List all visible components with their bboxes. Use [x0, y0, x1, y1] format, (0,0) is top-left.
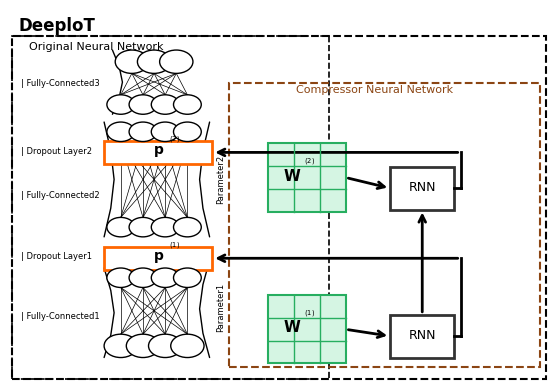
Circle shape [129, 218, 157, 237]
Text: Parameter1: Parameter1 [217, 283, 225, 332]
Text: Original Neural Network: Original Neural Network [29, 42, 163, 52]
Circle shape [160, 50, 193, 73]
Bar [390, 315, 454, 358]
Bar [268, 295, 345, 363]
Bar [104, 141, 213, 164]
Text: $\mathbf{W}$: $\mathbf{W}$ [282, 319, 301, 335]
Circle shape [115, 50, 148, 73]
Circle shape [151, 122, 179, 142]
Text: DeeploT: DeeploT [18, 17, 95, 35]
Circle shape [151, 268, 179, 287]
Circle shape [171, 334, 204, 358]
Text: $\mathbf{W}$: $\mathbf{W}$ [282, 168, 301, 184]
Bar [229, 83, 540, 367]
Bar [12, 36, 546, 379]
Text: | Dropout Layer2: | Dropout Layer2 [21, 147, 92, 156]
Circle shape [151, 95, 179, 114]
Circle shape [174, 95, 201, 114]
Text: $\mathbf{p}$: $\mathbf{p}$ [153, 144, 164, 159]
Circle shape [104, 334, 137, 358]
Circle shape [129, 268, 157, 287]
Circle shape [151, 218, 179, 237]
Bar [390, 167, 454, 210]
Circle shape [107, 218, 134, 237]
Circle shape [107, 268, 134, 287]
Circle shape [129, 95, 157, 114]
Text: $^{(2)}$: $^{(2)}$ [304, 159, 315, 169]
Circle shape [129, 122, 157, 142]
Text: $^{(1)}$: $^{(1)}$ [169, 243, 180, 253]
Text: $^{(2)}$: $^{(2)}$ [169, 137, 180, 147]
Circle shape [107, 95, 134, 114]
Bar [104, 247, 213, 270]
Text: | Fully-Connected3: | Fully-Connected3 [21, 79, 99, 88]
Text: RNN: RNN [408, 329, 436, 342]
Text: Compressor Neural Network: Compressor Neural Network [296, 85, 453, 95]
Circle shape [137, 50, 171, 73]
Text: $\mathbf{p}$: $\mathbf{p}$ [153, 250, 164, 265]
Circle shape [174, 218, 201, 237]
Text: RNN: RNN [408, 181, 436, 194]
Circle shape [174, 268, 201, 287]
Bar [268, 143, 345, 212]
Text: | Fully-Connected2: | Fully-Connected2 [21, 192, 99, 200]
Bar [12, 36, 329, 379]
Circle shape [174, 122, 201, 142]
Circle shape [107, 122, 134, 142]
Text: | Fully-Connected1: | Fully-Connected1 [21, 312, 99, 321]
Text: | Dropout Layer1: | Dropout Layer1 [21, 252, 92, 261]
Circle shape [126, 334, 160, 358]
Text: $^{(1)}$: $^{(1)}$ [304, 310, 315, 321]
Text: Parameter2: Parameter2 [217, 155, 225, 204]
Circle shape [148, 334, 182, 358]
